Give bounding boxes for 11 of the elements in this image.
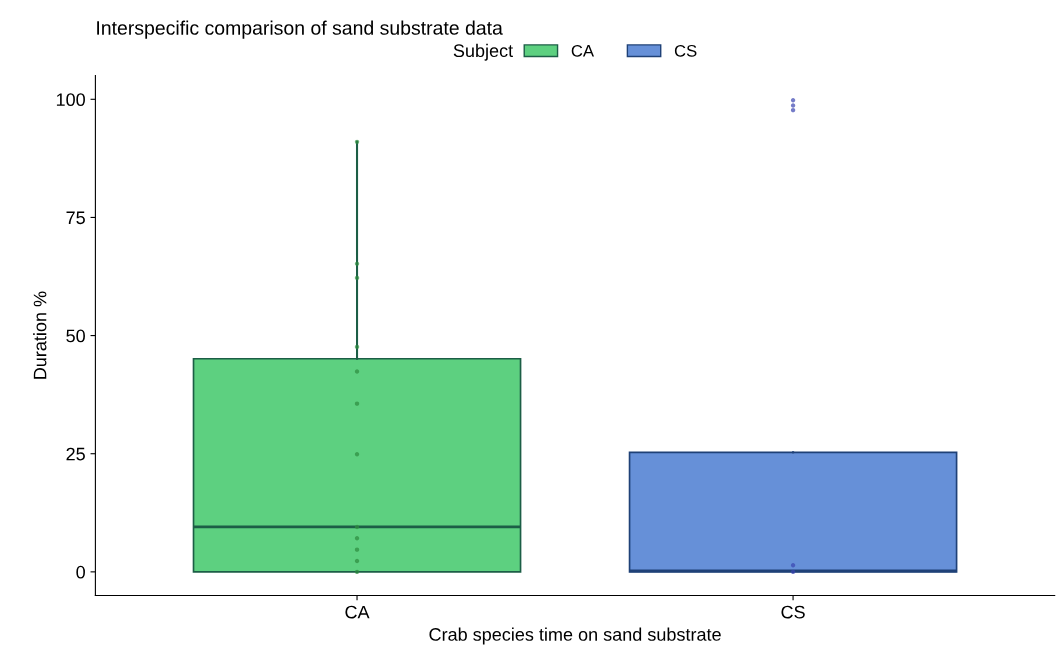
y-tick-label: 100 [56,93,85,107]
legend-label: CS [674,44,697,57]
chart-title: Interspecific comparison of sand substrate data [97,20,503,39]
y-tick-label: 0 [76,565,85,579]
x-axis-title: Crab species time on sand substrate [429,627,721,645]
legend-label: CA [571,44,595,57]
y-tick-label: 75 [66,211,85,225]
y-tick-label: 50 [66,329,85,343]
y-axis-title: Duration % [33,291,47,379]
legend-title: Subject [453,43,513,61]
y-tick-label: 25 [66,447,85,461]
